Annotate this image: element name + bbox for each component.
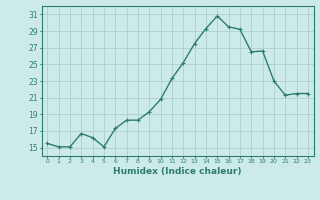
X-axis label: Humidex (Indice chaleur): Humidex (Indice chaleur) (113, 167, 242, 176)
